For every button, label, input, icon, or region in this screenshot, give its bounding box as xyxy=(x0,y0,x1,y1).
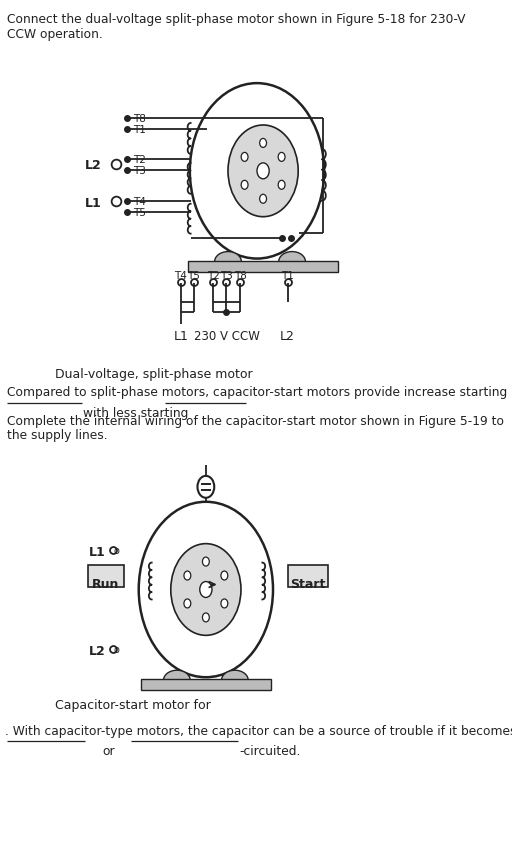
Text: -circuited.: -circuited. xyxy=(240,745,301,758)
Text: with less starting: with less starting xyxy=(83,407,188,420)
Text: Start: Start xyxy=(290,578,326,591)
Text: T3: T3 xyxy=(220,271,233,280)
Circle shape xyxy=(257,163,269,179)
Circle shape xyxy=(241,180,248,189)
Text: T1: T1 xyxy=(281,271,294,280)
Circle shape xyxy=(278,152,285,162)
Ellipse shape xyxy=(279,252,306,272)
Text: T1: T1 xyxy=(133,125,145,135)
Ellipse shape xyxy=(222,670,248,690)
Text: Compared to split-phase motors, capacitor-start motors provide increase starting: Compared to split-phase motors, capacito… xyxy=(8,386,508,399)
Circle shape xyxy=(184,571,191,580)
Circle shape xyxy=(221,599,228,608)
Text: Dual-voltage, split-phase motor: Dual-voltage, split-phase motor xyxy=(55,368,252,381)
Circle shape xyxy=(228,125,298,217)
Text: or: or xyxy=(102,745,115,758)
Text: T5: T5 xyxy=(187,271,200,280)
Bar xyxy=(288,565,328,586)
Circle shape xyxy=(241,152,248,162)
Text: T8: T8 xyxy=(234,271,247,280)
Circle shape xyxy=(260,195,267,203)
Circle shape xyxy=(202,613,209,622)
Text: Complete the internal wiring of the capacitor-start motor shown in Figure 5-19 t: Complete the internal wiring of the capa… xyxy=(8,415,504,428)
Text: L1: L1 xyxy=(89,546,106,559)
Text: L2: L2 xyxy=(86,159,102,172)
Text: Capacitor-start motor for: Capacitor-start motor for xyxy=(55,699,210,712)
Text: o: o xyxy=(114,546,119,555)
Text: T3: T3 xyxy=(133,166,145,176)
Text: L1: L1 xyxy=(173,330,188,343)
Text: Connect the dual-voltage split-phase motor shown in Figure 5-18 for 230-V: Connect the dual-voltage split-phase mot… xyxy=(8,13,466,26)
Circle shape xyxy=(260,138,267,147)
Text: T5: T5 xyxy=(133,208,145,218)
Text: Run: Run xyxy=(92,578,120,591)
Text: T2: T2 xyxy=(207,271,220,280)
Ellipse shape xyxy=(215,252,241,272)
Circle shape xyxy=(278,180,285,189)
Circle shape xyxy=(200,581,212,598)
Text: L2: L2 xyxy=(280,330,295,343)
Text: T2: T2 xyxy=(133,155,145,165)
Bar xyxy=(188,260,338,272)
Bar xyxy=(141,679,271,690)
Text: . With capacitor-type motors, the capacitor can be a source of trouble if it bec: . With capacitor-type motors, the capaci… xyxy=(5,725,512,738)
Circle shape xyxy=(171,543,241,636)
Circle shape xyxy=(221,571,228,580)
Bar xyxy=(88,565,124,586)
Text: T8: T8 xyxy=(133,114,145,124)
Circle shape xyxy=(202,557,209,566)
Text: T4: T4 xyxy=(174,271,187,280)
Circle shape xyxy=(184,599,191,608)
Text: .: . xyxy=(246,407,250,420)
Text: T4: T4 xyxy=(133,196,145,207)
Text: CCW operation.: CCW operation. xyxy=(8,29,103,42)
Text: the supply lines.: the supply lines. xyxy=(8,429,108,442)
Text: L2: L2 xyxy=(89,645,106,658)
Text: o: o xyxy=(114,645,119,656)
Text: L1: L1 xyxy=(86,196,102,209)
Text: 230 V CCW: 230 V CCW xyxy=(194,330,260,343)
Ellipse shape xyxy=(163,670,190,690)
